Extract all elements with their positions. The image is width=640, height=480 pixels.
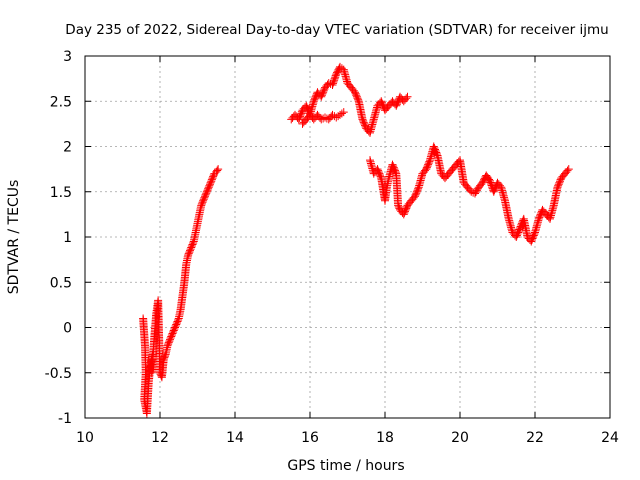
y-tick-label: 0 (63, 321, 72, 337)
x-tick-label: 24 (601, 430, 619, 446)
data-point (161, 352, 169, 361)
y-tick-label: 1.5 (50, 185, 72, 201)
data-point (317, 115, 326, 124)
data-point (391, 168, 400, 177)
data-point (425, 157, 434, 166)
y-tick-label: 1 (63, 230, 72, 246)
tick-labels: 10 12 14 16 18 20 22 24 -1 -0.5 0 0.5 1 1.5 2 2.5 3 (45, 49, 619, 446)
data-point (563, 166, 572, 175)
data-point (530, 229, 539, 238)
data-points (139, 62, 573, 418)
data-point (471, 189, 479, 198)
x-tick-label: 14 (226, 430, 244, 446)
data-point (402, 94, 411, 103)
chart-title: Day 235 of 2022, Sidereal Day-to-day VTE… (65, 22, 608, 38)
data-point (339, 108, 348, 117)
data-point (471, 187, 480, 196)
y-tick-label: 2 (63, 140, 72, 156)
y-tick-label: 2.5 (50, 94, 72, 110)
y-tick-label: 0.5 (50, 275, 72, 291)
y-tick-label: -1 (58, 411, 72, 427)
data-point (496, 181, 504, 190)
data-point (174, 315, 183, 324)
data-point (337, 109, 346, 118)
data-point (414, 184, 423, 193)
x-tick-label: 12 (151, 430, 169, 446)
data-point (472, 186, 481, 195)
y-axis-label: SDTVAR / TECUs (6, 180, 22, 295)
x-axis-label: GPS time / hours (287, 458, 404, 474)
data-point (189, 239, 198, 248)
data-point (564, 165, 573, 174)
data-point (214, 165, 223, 174)
x-tick-label: 10 (76, 430, 94, 446)
x-tick-label: 20 (451, 430, 469, 446)
data-point (213, 166, 222, 175)
x-tick-label: 22 (526, 430, 544, 446)
plot-frame (84, 55, 611, 419)
data-point (403, 92, 412, 101)
x-tick-label: 16 (301, 430, 319, 446)
x-tick-label: 18 (376, 430, 394, 446)
y-tick-label: -0.5 (45, 366, 72, 382)
y-tick-label: 3 (63, 49, 72, 65)
